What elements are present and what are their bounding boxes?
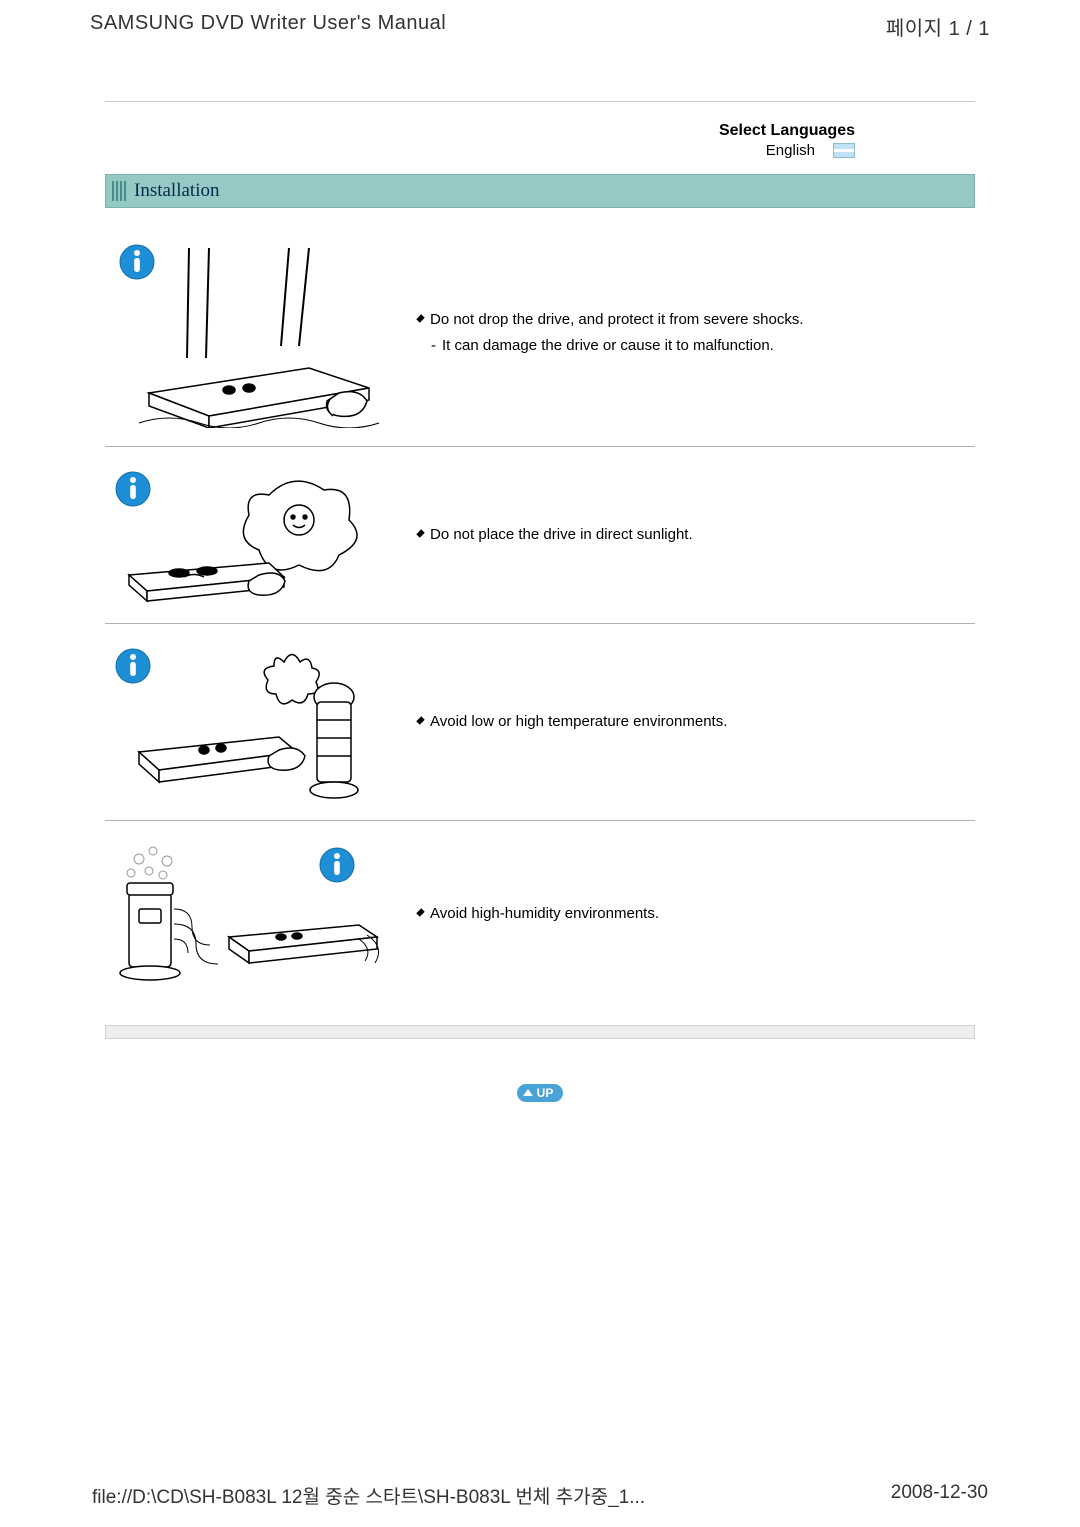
bullet-icon [416,529,424,537]
language-value[interactable]: English [766,142,815,159]
warning-item: Do not drop the drive, and protect it fr… [105,238,975,428]
section-title-bar: Installation [105,174,975,208]
bar-lines-icon [112,181,126,201]
warning-point: Avoid low or high temperature environmen… [430,711,727,734]
up-button[interactable]: UP [517,1084,564,1102]
bullet-icon [416,314,424,322]
warning-text: Avoid low or high temperature environmen… [417,711,727,734]
divider [105,623,975,624]
page-footer: file://D:\CD\SH-B083L 12월 중순 스타트\SH-B083… [0,1482,1080,1509]
illustration-temperature [109,642,389,802]
warning-item: Avoid low or high temperature environmen… [105,642,975,802]
warning-item: Avoid high-humidity environments. [105,839,975,989]
bullet-icon [416,716,424,724]
section-title: Installation [134,180,219,202]
illustration-humidity [109,839,389,989]
footer-path: file://D:\CD\SH-B083L 12월 중순 스타트\SH-B083… [92,1482,645,1509]
page-header: SAMSUNG DVD Writer User's Manual 페이지 1 /… [0,0,1080,51]
warning-text: Do not drop the drive, and protect it fr… [417,309,804,358]
page-indicator: 페이지 1 / 1 [886,12,990,41]
language-label: Select Languages [105,122,855,140]
flag-icon[interactable] [833,143,855,158]
doc-title: SAMSUNG DVD Writer User's Manual [90,12,446,41]
page-body: Select Languages English Installation [105,101,975,1102]
warning-point: Do not place the drive in direct sunligh… [430,524,693,547]
warning-text: Avoid high-humidity environments. [417,903,659,926]
footer-date: 2008-12-30 [891,1482,988,1509]
top-rule [105,101,975,102]
up-label: UP [537,1086,554,1100]
dash: - [431,335,436,358]
language-selector: Select Languages English [105,122,975,174]
warning-item: Do not place the drive in direct sunligh… [105,465,975,605]
bottom-divider-box [105,1025,975,1039]
warning-point: Avoid high-humidity environments. [430,903,659,926]
illustration-sunlight [109,465,389,605]
up-arrow-icon [523,1089,533,1096]
illustration-shock [109,238,389,428]
divider [105,446,975,447]
warning-text: Do not place the drive in direct sunligh… [417,524,693,547]
warning-point: Do not drop the drive, and protect it fr… [430,309,804,332]
divider [105,820,975,821]
bullet-icon [416,908,424,916]
warning-sub: It can damage the drive or cause it to m… [442,335,774,358]
